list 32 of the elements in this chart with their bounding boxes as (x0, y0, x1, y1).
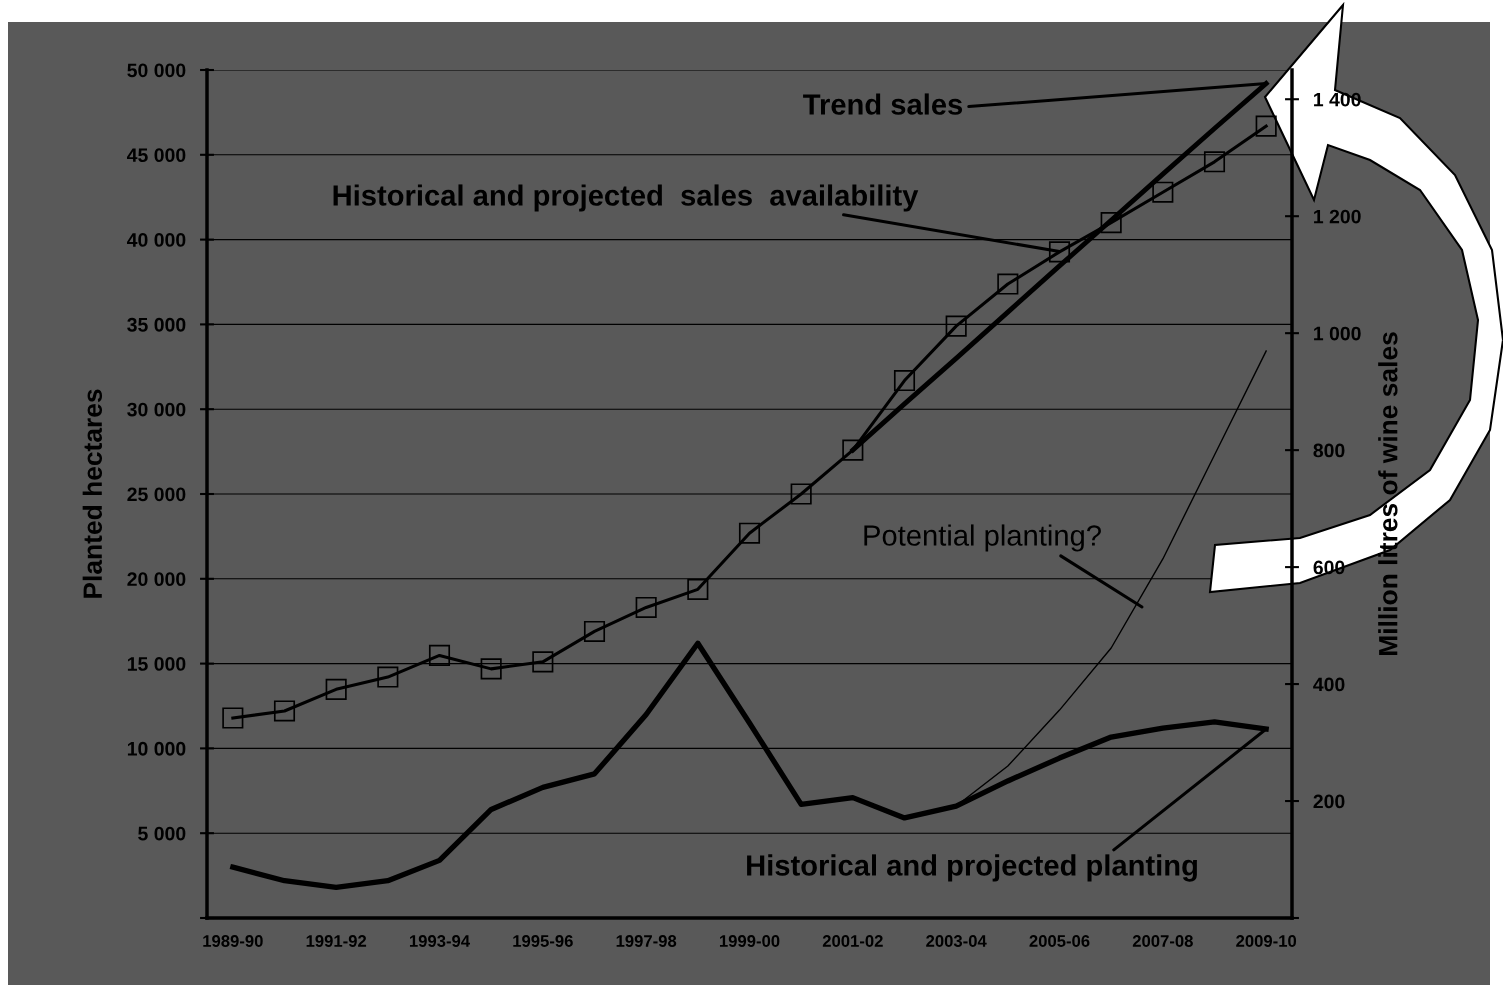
x-tick-label: 1999-00 (719, 935, 780, 947)
y-tick-label: 30 000 (127, 402, 186, 417)
y-tick-label: 15 000 (127, 657, 186, 671)
y2-tick-label: 400 (1313, 677, 1345, 692)
y2-tick-label: 200 (1313, 794, 1345, 809)
annotation: Trend sales (803, 93, 963, 115)
x-tick-label: 1995-96 (513, 935, 573, 947)
annotation: Potential planting? (864, 524, 1101, 552)
y-tick-label: 20 000 (127, 572, 186, 587)
y-tick-label: 45 000 (126, 148, 186, 163)
annotation: Historical and projected planting (747, 854, 1197, 882)
y2-tick-label: 1 000 (1314, 326, 1361, 341)
x-tick-label: 1991-92 (306, 935, 367, 947)
x-tick-label: 1989-90 (203, 935, 263, 947)
y-axis-title: Planted hectares (82, 389, 103, 598)
x-tick-label: 1997-98 (616, 935, 677, 947)
x-tick-label: 2001-02 (822, 935, 883, 947)
x-tick-label: 1993-94 (409, 935, 470, 947)
y2-axis-title: Million litres of wine sales (1378, 332, 1398, 655)
annotation: Historical and projected sales availability (333, 184, 919, 212)
x-tick-label: 2003-04 (926, 935, 987, 947)
x-tick-label: 2009-10 (1236, 935, 1297, 947)
y2-tick-label: 800 (1313, 443, 1345, 458)
x-tick-label: 2005-06 (1029, 935, 1090, 947)
y-tick-label: 35 000 (127, 317, 186, 332)
x-tick-label: 2007-08 (1132, 935, 1193, 947)
y-tick-label: 50 000 (127, 63, 186, 78)
y2-tick-label: 1 200 (1314, 209, 1361, 224)
y-tick-label: 25 000 (127, 487, 186, 502)
y-tick-label: 5 000 (138, 826, 186, 841)
y-tick-label: 40 000 (126, 233, 186, 247)
y-tick-label: 10 000 (127, 741, 186, 756)
